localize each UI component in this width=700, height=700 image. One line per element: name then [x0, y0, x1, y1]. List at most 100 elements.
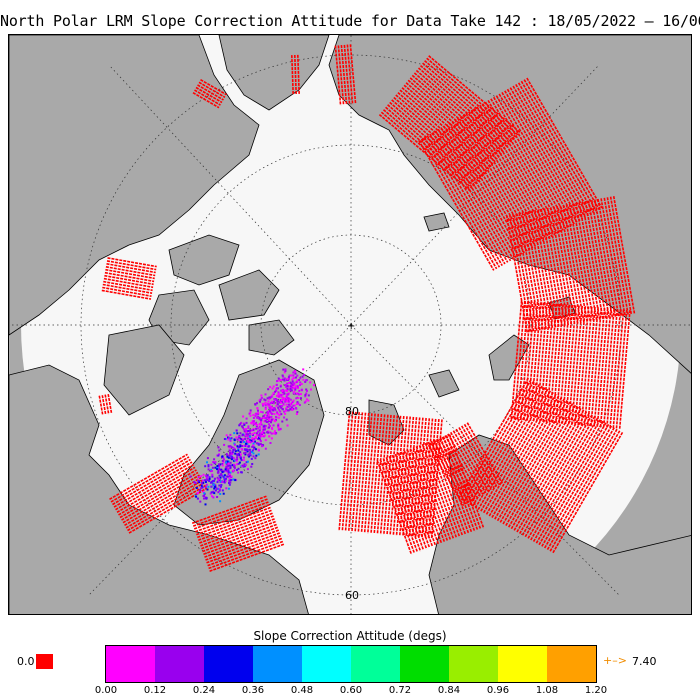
track-segment — [397, 452, 434, 548]
cluster-point — [295, 407, 298, 410]
track-segment — [565, 204, 589, 323]
track-segment — [116, 466, 196, 513]
cluster-point — [272, 392, 275, 395]
cluster-point — [272, 402, 275, 405]
cluster-point — [261, 402, 264, 405]
cluster-point — [276, 412, 279, 415]
cluster-point — [219, 500, 222, 503]
cluster-point — [281, 374, 284, 377]
track-segment — [587, 200, 611, 319]
colorbar-tick-label: 0.12 — [143, 685, 167, 696]
track-segment — [201, 520, 277, 550]
cluster-point — [267, 430, 270, 433]
track-segment — [506, 88, 584, 220]
cluster-point — [214, 477, 216, 480]
cluster-point — [263, 398, 266, 401]
cluster-point — [251, 429, 254, 432]
cluster-point — [279, 385, 282, 388]
cluster-point — [236, 445, 239, 448]
cluster-point — [277, 400, 280, 403]
colorbar — [105, 645, 597, 683]
cluster-point — [279, 410, 282, 413]
cluster-point — [267, 400, 270, 403]
cluster-point — [285, 406, 288, 409]
track-segment — [524, 211, 548, 331]
track-segment — [482, 391, 554, 515]
cluster-point — [242, 415, 245, 418]
cluster-point — [248, 441, 250, 443]
track-segment — [562, 204, 585, 324]
track-segment — [378, 113, 472, 193]
cluster-point — [200, 487, 203, 489]
cluster-point — [227, 436, 230, 439]
cluster-point — [211, 491, 214, 494]
cluster-point — [286, 388, 289, 391]
track-segment — [115, 464, 194, 511]
cluster-point — [241, 445, 243, 447]
cluster-point — [210, 485, 213, 488]
cluster-point — [262, 415, 265, 418]
cluster-point — [282, 368, 285, 371]
track-segment — [602, 308, 615, 429]
cluster-point — [256, 416, 259, 419]
cluster-point — [243, 452, 246, 455]
track-segment — [105, 268, 155, 280]
cluster-point — [283, 416, 286, 419]
cluster-point — [257, 430, 259, 433]
cluster-point — [286, 390, 289, 393]
cluster-point — [246, 468, 249, 471]
above-max-arrow: +–> — [603, 654, 627, 667]
cluster-point — [283, 397, 286, 400]
cluster-point — [254, 435, 257, 438]
cluster-point — [223, 438, 226, 440]
cluster-point — [240, 456, 243, 459]
below-min-swatch — [36, 654, 53, 669]
cluster-point — [313, 384, 315, 387]
cluster-point — [270, 432, 273, 435]
cluster-point — [246, 437, 249, 440]
colorbar-cell — [302, 646, 351, 682]
cluster-point — [198, 481, 201, 484]
track-segment — [465, 382, 538, 505]
cluster-point — [264, 401, 267, 404]
track-segment — [110, 456, 190, 503]
cluster-point — [290, 382, 293, 385]
track-segment — [501, 403, 574, 526]
polar-map: + 80 60 — [8, 34, 692, 615]
cluster-point — [251, 438, 254, 441]
track-segment — [526, 417, 599, 540]
cluster-point — [229, 452, 231, 454]
cluster-point — [197, 476, 200, 479]
colorbar-tick-label: 0.72 — [388, 685, 412, 696]
cluster-point — [306, 389, 308, 392]
cluster-point — [276, 394, 278, 397]
cluster-point — [280, 406, 283, 409]
cluster-point — [238, 439, 241, 442]
track-segment — [338, 411, 351, 531]
track-segment — [102, 283, 153, 294]
track-segment — [510, 407, 582, 531]
track-segment — [441, 436, 478, 499]
track-segment — [440, 127, 517, 258]
cluster-point — [292, 407, 295, 410]
track-segment — [128, 487, 208, 534]
cluster-point — [294, 372, 297, 375]
cluster-point — [249, 409, 252, 412]
cluster-point — [221, 489, 224, 492]
cluster-point — [268, 425, 271, 427]
track-segment — [349, 44, 357, 105]
cluster-point — [270, 421, 272, 424]
cluster-point — [225, 466, 228, 469]
cluster-point — [257, 443, 260, 446]
cluster-point — [251, 463, 254, 465]
colorbar-cell — [547, 646, 596, 682]
cluster-point — [292, 399, 295, 402]
cluster-point — [255, 427, 258, 430]
cluster-point — [287, 393, 290, 396]
cluster-point — [277, 406, 280, 409]
track-segment — [556, 206, 579, 325]
cluster-point — [289, 408, 292, 411]
cluster-point — [295, 381, 298, 383]
cluster-point — [226, 460, 229, 463]
cluster-point — [200, 481, 203, 484]
